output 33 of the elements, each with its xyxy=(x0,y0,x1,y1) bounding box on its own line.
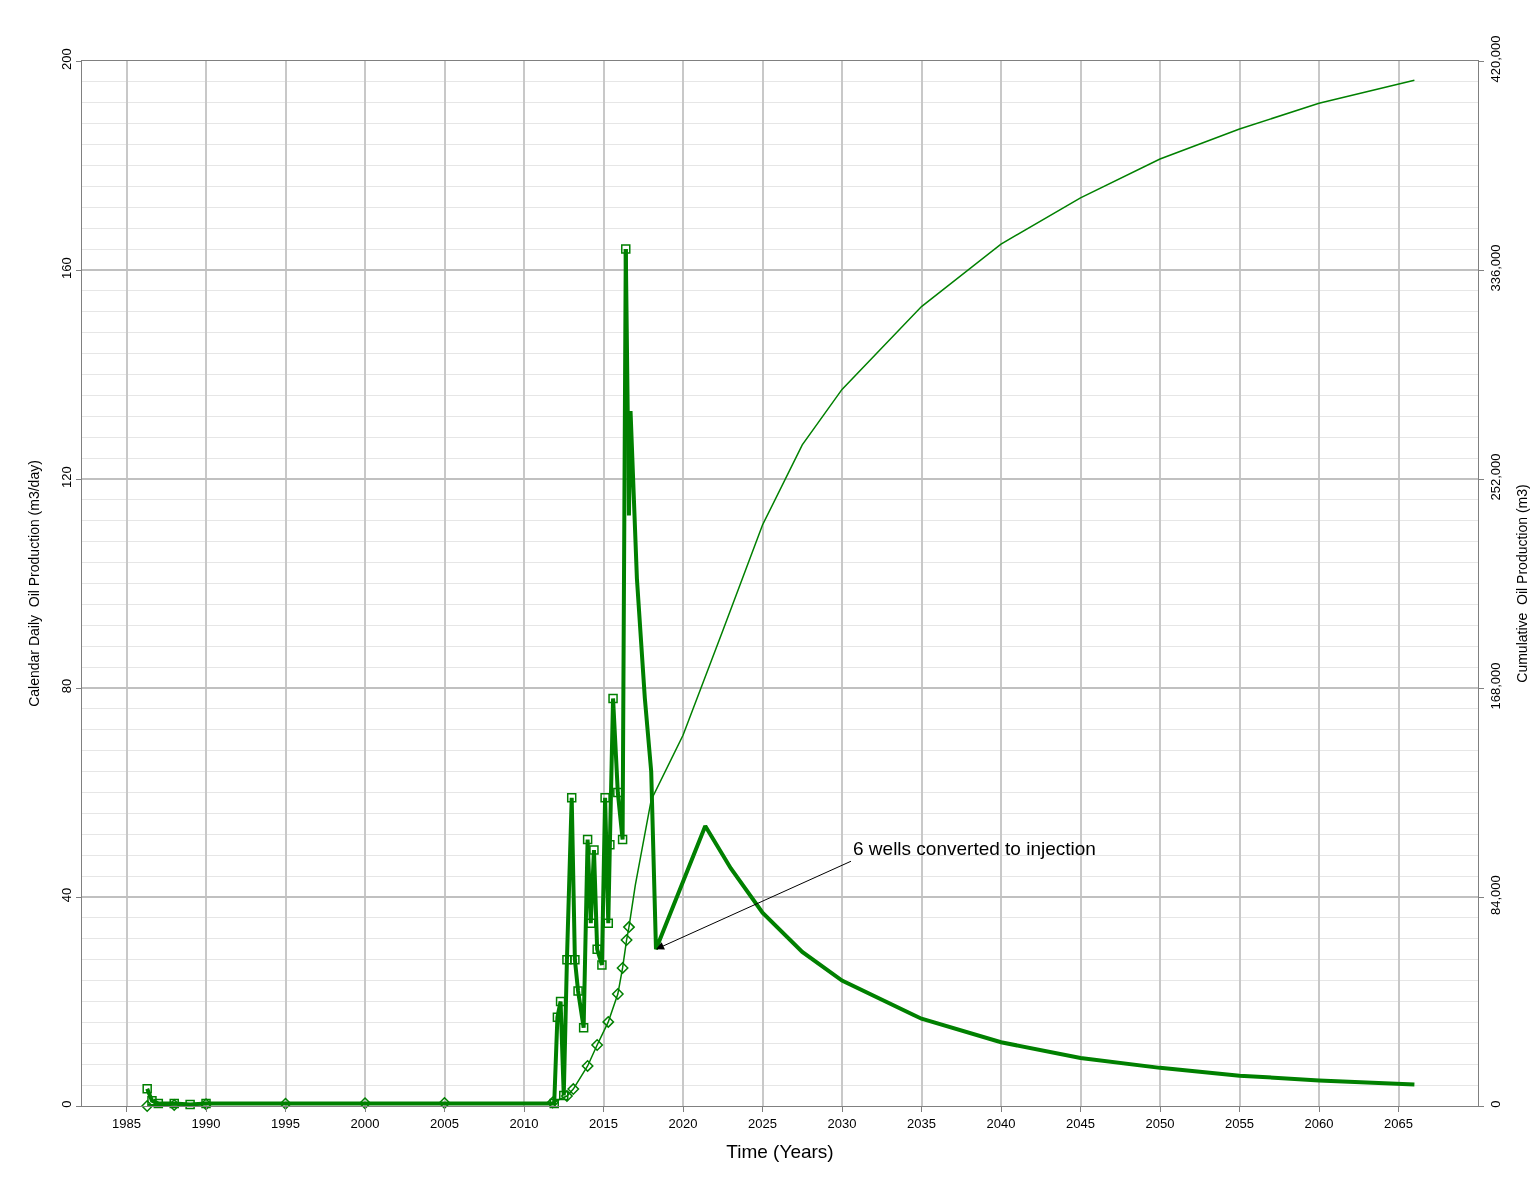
y2-tick-label: 168,000 xyxy=(1487,662,1503,710)
x-tick-label: 2025 xyxy=(748,1115,777,1131)
x-tick-label: 1990 xyxy=(191,1115,221,1131)
y2-tick-label: 420,000 xyxy=(1487,35,1503,83)
x-tick-label: 2030 xyxy=(827,1115,857,1131)
x-tick-label: 2045 xyxy=(1066,1115,1095,1131)
x-tick-label: 2050 xyxy=(1145,1115,1175,1131)
x-tick-label: 2005 xyxy=(430,1115,459,1131)
x-tick-label: 2015 xyxy=(589,1115,618,1131)
y2-axis-title: Cumulative Oil Production (m3) xyxy=(1513,484,1530,683)
x-tick-label: 1985 xyxy=(112,1115,141,1131)
annotation: 6 wells converted to injection xyxy=(853,838,1096,859)
y-tick-label: 80 xyxy=(58,678,74,694)
x-tick-label: 2000 xyxy=(350,1115,380,1131)
y-tick-label: 40 xyxy=(58,887,74,903)
x-tick-label: 2040 xyxy=(986,1115,1016,1131)
x-tick-label: 1995 xyxy=(271,1115,300,1131)
y-tick-label: 200 xyxy=(58,48,74,70)
y2-tick-label: 252,000 xyxy=(1487,453,1503,501)
y-tick-label: 160 xyxy=(58,257,74,279)
x-tick-label: 2035 xyxy=(907,1115,936,1131)
x-tick-label: 2010 xyxy=(509,1115,539,1131)
y-axis-title: Calendar Daily Oil Production (m3/day) xyxy=(26,460,43,707)
y-tick-label: 120 xyxy=(58,466,74,488)
y2-tick-label: 84,000 xyxy=(1487,875,1503,915)
x-axis-title: Time (Years) xyxy=(726,1141,834,1163)
y-tick-label: 0 xyxy=(58,1100,74,1108)
x-tick-label: 2065 xyxy=(1384,1115,1413,1131)
y2-tick-label: 336,000 xyxy=(1487,244,1503,292)
x-tick-label: 2020 xyxy=(668,1115,698,1131)
y2-tick-label: 0 xyxy=(1487,1100,1503,1108)
x-tick-label: 2060 xyxy=(1304,1115,1334,1131)
x-tick-label: 2055 xyxy=(1225,1115,1254,1131)
